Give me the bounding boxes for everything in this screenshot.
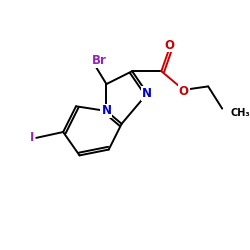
Text: O: O <box>178 84 188 98</box>
Text: N: N <box>102 104 112 118</box>
Text: CH₃: CH₃ <box>230 108 250 118</box>
Text: O: O <box>164 38 174 52</box>
Text: N: N <box>142 87 152 100</box>
Text: Br: Br <box>92 54 107 67</box>
Text: I: I <box>30 131 34 144</box>
